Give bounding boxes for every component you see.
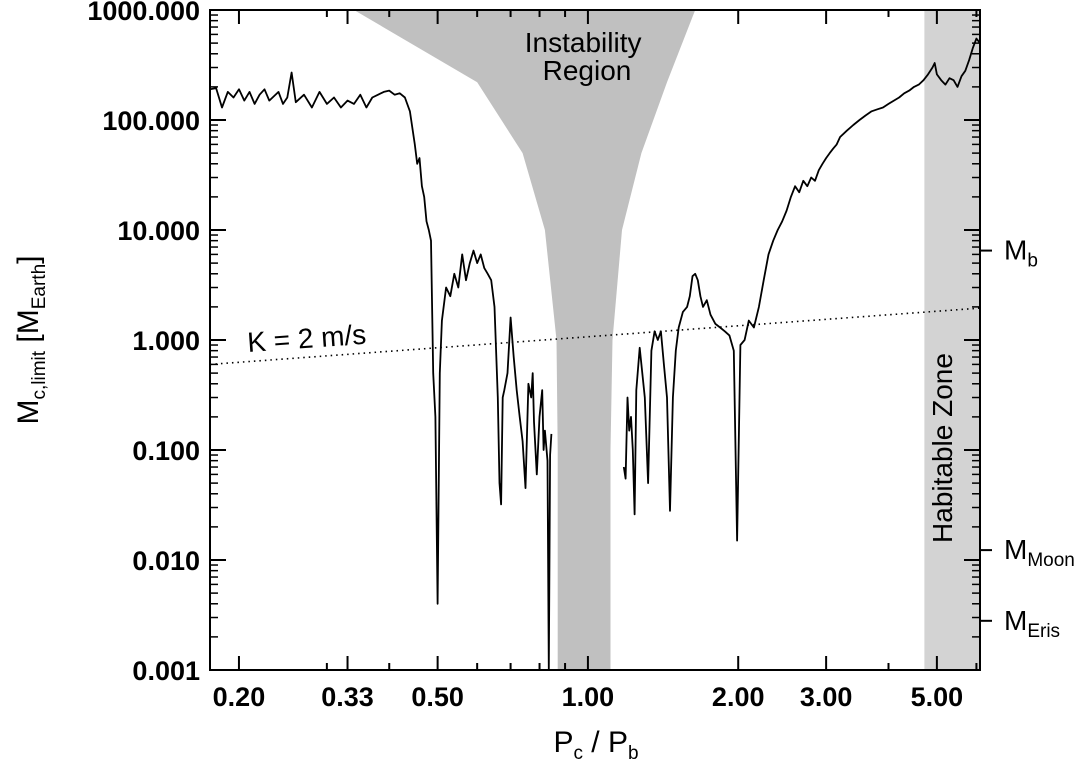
habitable-zone-label: Habitable Zone xyxy=(927,353,958,543)
y-tick-label: 10.000 xyxy=(117,216,200,246)
x-tick-label: 0.50 xyxy=(411,682,464,712)
x-axis-ticks: 0.20 0.33 0.50 1.00 2.00 3.00 5.00 xyxy=(213,10,978,712)
mass-limit-line-segment-2 xyxy=(622,37,980,542)
y-tick-label: 100.000 xyxy=(102,106,200,136)
x-tick-label: 5.00 xyxy=(911,682,964,712)
right-marker-label: MMoon xyxy=(1004,534,1075,571)
x-tick-label: 1.00 xyxy=(562,682,615,712)
y-tick-label: 0.100 xyxy=(132,436,200,466)
right-marker-label: MEris xyxy=(1004,605,1060,642)
y-tick-label: 0.010 xyxy=(132,546,200,576)
rv-limit-label: K = 2 m/s xyxy=(246,319,367,358)
series-lines xyxy=(210,37,980,670)
y-tick-label: 1000.000 xyxy=(87,0,200,26)
x-tick-label: 3.00 xyxy=(800,682,853,712)
x-axis-label: Pc / Pb xyxy=(553,726,638,762)
y-axis-label: Mc,limit [MEarth] xyxy=(12,256,50,425)
x-tick-label: 0.20 xyxy=(213,682,266,712)
y-tick-label: 0.001 xyxy=(132,656,200,686)
x-tick-label: 2.00 xyxy=(712,682,765,712)
shaded-regions xyxy=(354,10,980,670)
x-tick-label: 0.33 xyxy=(321,682,374,712)
y-axis-ticks: 0.001 0.010 0.100 1.000 10.000 100.000 1000.00… xyxy=(87,0,980,686)
rv-limit-line xyxy=(210,307,980,366)
y-tick-label: 1.000 xyxy=(132,326,200,356)
right-axis-markers: Mb MMoon MEris xyxy=(980,235,1075,642)
right-marker-label: Mb xyxy=(1004,235,1038,272)
instability-region-band xyxy=(354,10,696,670)
instability-region-label: Instability Region xyxy=(525,27,650,86)
mass-limit-line-segment-1 xyxy=(210,71,553,670)
